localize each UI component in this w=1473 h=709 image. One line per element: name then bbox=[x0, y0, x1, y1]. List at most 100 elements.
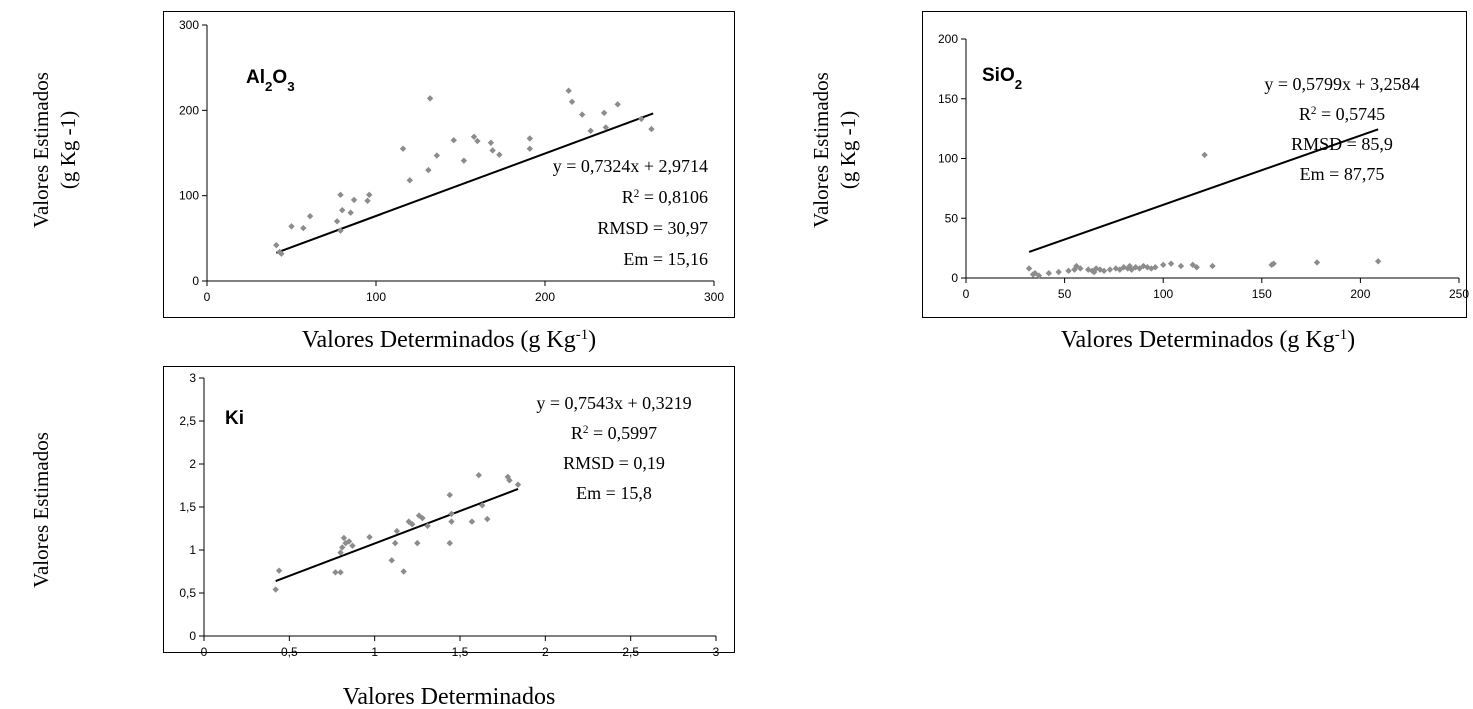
data-point bbox=[1065, 267, 1072, 275]
data-point bbox=[487, 139, 495, 146]
data-point bbox=[306, 212, 314, 220]
y-tick-label: 100 bbox=[938, 152, 958, 166]
x-tick-label: 1 bbox=[371, 645, 378, 659]
regression-annotation-line: R2 = 0,5745 bbox=[1299, 104, 1385, 124]
data-point bbox=[333, 218, 341, 225]
x-tick-label: 0 bbox=[204, 290, 211, 304]
data-point bbox=[470, 133, 478, 140]
x-tick-label: 300 bbox=[704, 290, 724, 304]
regression-annotation-line: R2 = 0,8106 bbox=[622, 187, 708, 207]
chart-ki: 0 0,5 1 1,5 2 2,5 3 0 0,5 1 1,5 2 2,5 3 Ki y = 0,7543x … bbox=[29, 366, 735, 709]
data-point bbox=[602, 124, 610, 131]
x-tick-label: 2,5 bbox=[622, 645, 639, 659]
data-point bbox=[364, 197, 371, 204]
y-tick-label: 50 bbox=[945, 211, 959, 225]
data-point bbox=[349, 542, 356, 549]
x-tick-label: 0 bbox=[201, 645, 208, 659]
data-point bbox=[1045, 270, 1053, 277]
data-point bbox=[1096, 266, 1104, 273]
plot-title: Al2O3 bbox=[246, 67, 295, 94]
y-tick-label: 2,5 bbox=[179, 414, 196, 428]
data-point bbox=[446, 539, 453, 547]
data-point bbox=[275, 567, 283, 574]
data-point bbox=[272, 586, 279, 593]
x-tick-label: 2 bbox=[542, 645, 549, 659]
data-point bbox=[424, 522, 431, 530]
x-tick-label: 50 bbox=[1058, 287, 1072, 301]
data-point bbox=[415, 512, 423, 519]
data-point bbox=[514, 481, 522, 488]
data-point bbox=[399, 145, 407, 152]
data-point bbox=[337, 191, 344, 199]
data-point bbox=[409, 521, 416, 528]
data-point bbox=[391, 539, 399, 547]
data-point bbox=[366, 191, 373, 199]
data-point bbox=[1152, 264, 1159, 271]
y-tick-label: 0 bbox=[951, 271, 958, 285]
data-point bbox=[278, 250, 285, 257]
data-point bbox=[337, 227, 344, 234]
data-point bbox=[1025, 265, 1033, 272]
data-point bbox=[1140, 262, 1147, 270]
data-point bbox=[393, 527, 401, 535]
x-axis-label: Valores Determinados (g Kg-1) bbox=[302, 327, 596, 353]
x-tick-label: 200 bbox=[535, 290, 555, 304]
data-point bbox=[600, 109, 608, 117]
data-point bbox=[1177, 262, 1185, 270]
data-point bbox=[1035, 272, 1043, 279]
data-point bbox=[414, 539, 421, 547]
data-point bbox=[489, 147, 496, 154]
chart-al2o3: 0 100 200 300 0 100 200 300 Al2O3 y = 0,7324x + 2… bbox=[29, 11, 735, 353]
plot-title: SiO2 bbox=[982, 65, 1022, 92]
data-point bbox=[1144, 264, 1151, 271]
x-tick-label: 100 bbox=[366, 290, 386, 304]
data-point bbox=[565, 87, 572, 94]
data-point bbox=[468, 518, 476, 525]
regression-annotation-line: y = 0,7543x + 0,3219 bbox=[536, 393, 691, 413]
data-point bbox=[1167, 260, 1175, 267]
data-point bbox=[419, 514, 426, 522]
data-point bbox=[460, 157, 468, 164]
y-tick-label: 100 bbox=[179, 189, 199, 203]
plot-title: Ki bbox=[225, 408, 244, 429]
y-axis-label: (g Kg -1) bbox=[56, 111, 80, 189]
data-point bbox=[1160, 261, 1167, 269]
data-point bbox=[587, 127, 594, 135]
chart-area-frame bbox=[922, 11, 1467, 318]
regression-annotation-line: RMSD = 30,97 bbox=[597, 218, 708, 238]
data-point bbox=[568, 98, 576, 105]
data-point bbox=[526, 135, 533, 142]
x-tick-label: 250 bbox=[1449, 287, 1469, 301]
data-point bbox=[446, 491, 453, 499]
data-point bbox=[474, 137, 481, 145]
chart-sio2: 0 50 100 150 200 250 0 50 100 150 200 SiO2 y = 0,579… bbox=[809, 11, 1469, 353]
data-point bbox=[350, 196, 358, 204]
data-point bbox=[1201, 151, 1208, 159]
chart-area-frame bbox=[163, 366, 735, 653]
data-point bbox=[400, 568, 407, 575]
y-axis-label: Valores Estimados bbox=[29, 432, 53, 588]
data-point bbox=[578, 111, 586, 118]
x-tick-label: 1,5 bbox=[452, 645, 469, 659]
data-point bbox=[1313, 259, 1321, 266]
y-tick-label: 1 bbox=[189, 543, 196, 557]
data-point bbox=[484, 515, 491, 523]
data-point bbox=[406, 177, 413, 184]
data-point bbox=[345, 538, 353, 545]
regression-annotation-line: RMSD = 0,19 bbox=[563, 453, 665, 473]
data-point bbox=[332, 569, 339, 576]
data-point bbox=[648, 125, 655, 133]
y-axis-label: Valores Estimados bbox=[29, 72, 53, 228]
data-point bbox=[1055, 268, 1062, 276]
data-point bbox=[448, 510, 455, 518]
data-point bbox=[337, 569, 344, 576]
regression-annotation-line: Em = 15,16 bbox=[623, 249, 708, 269]
x-axis-label: Valores Determinados bbox=[343, 684, 556, 709]
y-tick-label: 2 bbox=[189, 457, 196, 471]
data-point bbox=[1092, 265, 1100, 272]
x-tick-label: 0,5 bbox=[281, 645, 298, 659]
x-tick-label: 0 bbox=[963, 287, 970, 301]
y-axis-label: Valores Estimados bbox=[809, 72, 833, 228]
data-point bbox=[1071, 266, 1078, 273]
x-axis-label: Valores Determinados (g Kg-1) bbox=[1061, 327, 1355, 353]
